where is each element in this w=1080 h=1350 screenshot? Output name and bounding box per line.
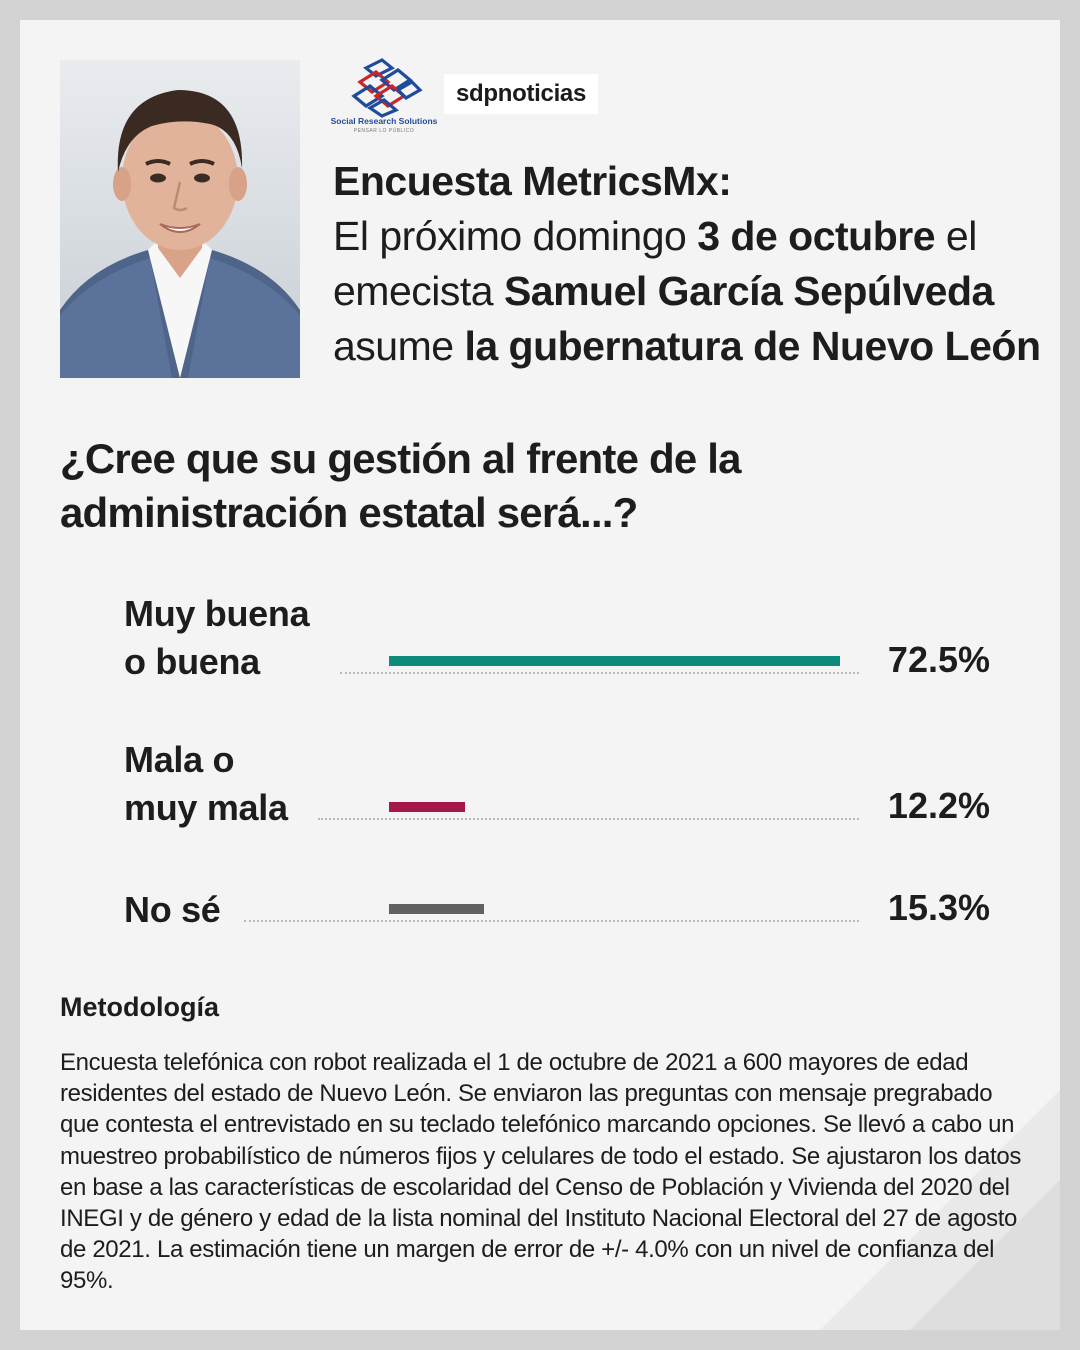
headline-line-1: Encuesta MetricsMx: (333, 154, 1033, 209)
sdpnoticias-logo-text: sdpnoticias (455, 80, 587, 107)
sdpnoticias-logo: sdpnoticias (444, 74, 598, 114)
methodology-title: Metodología (60, 992, 219, 1022)
portrait-illustration (60, 90, 300, 378)
bar (389, 802, 465, 812)
headline-text: asume (333, 323, 465, 369)
headline-survey-name: Encuesta MetricsMx: (333, 158, 732, 204)
value-label: 15.3% (887, 887, 990, 928)
headline-date: 3 de octubre (697, 213, 936, 259)
category-label: Mala o muy mala (124, 739, 288, 828)
headline-line-3: emecista Samuel García Sepúlveda (333, 264, 1033, 319)
headline-text: El próximo domingo (333, 213, 698, 259)
headline: Encuesta MetricsMx: El próximo domingo 3… (333, 154, 1041, 374)
headline-text: emecista (333, 268, 504, 314)
headline-person: Samuel García Sepúlveda (503, 268, 994, 314)
category-label: Muy buena o buena (124, 593, 310, 682)
dotted-leader-line (244, 920, 859, 922)
category-label: No sé (124, 889, 221, 930)
dotted-leader-line (340, 672, 859, 674)
srs-logo-name: Social Research Solutions (330, 116, 438, 126)
corner-decoration-inner (910, 1180, 1060, 1330)
poll-card: Social Research Solutions PENSAR LO PÚBL… (20, 20, 1060, 1330)
bar (389, 656, 840, 666)
portrait-photo (60, 60, 300, 378)
srs-logo-mark (351, 58, 423, 118)
social-research-solutions-logo: Social Research Solutions PENSAR LO PÚBL… (326, 58, 442, 150)
poll-bar-chart: Muy buena o buena 72.5% Mala o muy mala 12.… (20, 20, 1060, 1330)
headline-text: el (935, 213, 977, 259)
headline-line-4: asume la gubernatura de Nuevo León (333, 319, 1041, 374)
methodology-text: Encuesta telefónica con robot realizada … (60, 1049, 1021, 1295)
value-label: 12.2% (887, 785, 990, 826)
value-label: 72.5% (887, 639, 990, 680)
bar (389, 904, 484, 914)
dotted-leader-line (318, 818, 859, 820)
srs-logo-tagline: PENSAR LO PÚBLICO (353, 128, 415, 134)
survey-question: ¿Cree que su gestión al frente de la adm… (60, 435, 742, 536)
headline-office: la gubernatura de Nuevo León (464, 323, 1041, 369)
headline-line-2: El próximo domingo 3 de octubre el (333, 209, 1033, 264)
